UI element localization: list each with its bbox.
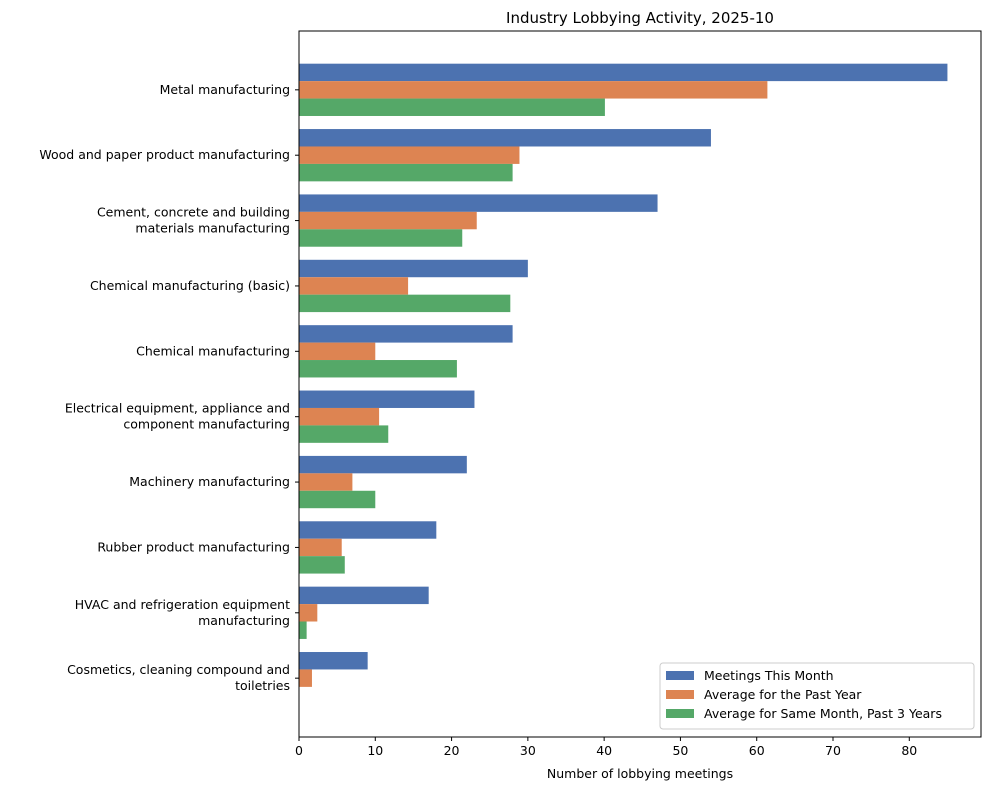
bar bbox=[299, 425, 389, 443]
y-tick-label: Cosmetics, cleaning compound and toiletri… bbox=[67, 662, 290, 693]
bar bbox=[299, 455, 467, 474]
legend-label: Average for Same Month, Past 3 Years bbox=[704, 706, 942, 721]
bar bbox=[299, 390, 475, 408]
legend-swatch bbox=[666, 690, 694, 699]
bar bbox=[299, 586, 429, 605]
bar bbox=[299, 163, 513, 182]
y-tick-label: Electrical equipment, appliance and compo… bbox=[65, 401, 290, 432]
x-tick-label: 10 bbox=[367, 743, 383, 758]
x-tick-label: 60 bbox=[749, 743, 765, 758]
y-tick-label: Wood and paper product manufacturing bbox=[39, 147, 290, 162]
bar bbox=[299, 538, 342, 557]
bar bbox=[299, 621, 307, 639]
y-tick-label: Chemical manufacturing (basic) bbox=[90, 278, 290, 293]
x-tick-label: 70 bbox=[825, 743, 841, 758]
bar bbox=[299, 63, 948, 82]
bars bbox=[299, 63, 948, 687]
y-tick-label: Rubber product manufacturing bbox=[97, 539, 290, 554]
bar bbox=[299, 211, 477, 230]
x-tick-label: 30 bbox=[520, 743, 536, 758]
bar bbox=[299, 490, 376, 509]
x-tick-label: 40 bbox=[596, 743, 612, 758]
x-tick-label: 20 bbox=[444, 743, 460, 758]
bar bbox=[299, 146, 520, 164]
y-axis: Metal manufacturing Wood and paper produc… bbox=[39, 82, 299, 693]
x-tick-label: 50 bbox=[672, 743, 688, 758]
bar bbox=[299, 194, 658, 212]
bar bbox=[299, 129, 711, 147]
bar bbox=[299, 98, 605, 116]
bar bbox=[299, 669, 312, 687]
bar bbox=[299, 259, 528, 278]
legend-label: Meetings This Month bbox=[704, 668, 834, 683]
y-tick-label: Chemical manufacturing bbox=[136, 343, 290, 358]
x-axis: 0 10 20 30 40 50 60 70 80 bbox=[295, 737, 917, 758]
bar bbox=[299, 342, 376, 361]
bar bbox=[299, 81, 768, 99]
bar bbox=[299, 407, 380, 426]
legend-swatch bbox=[666, 671, 694, 680]
legend-swatch bbox=[666, 709, 694, 718]
legend-box bbox=[659, 662, 975, 730]
y-tick-label: Cement, concrete and building materials m… bbox=[97, 205, 290, 236]
bar bbox=[299, 556, 345, 574]
plot-frame bbox=[298, 30, 982, 738]
bar bbox=[299, 521, 437, 539]
bar bbox=[299, 294, 511, 313]
y-tick-label: HVAC and refrigeration equipment manufact… bbox=[75, 597, 290, 628]
bar bbox=[299, 325, 513, 343]
legend: Meetings This Month Average for the Past … bbox=[659, 662, 975, 730]
bar bbox=[299, 277, 409, 295]
bar bbox=[299, 360, 457, 378]
bar bbox=[299, 652, 368, 670]
x-tick-label: 80 bbox=[901, 743, 917, 758]
bar bbox=[299, 473, 353, 491]
y-tick-label: Metal manufacturing bbox=[160, 82, 290, 97]
chart-title: Industry Lobbying Activity, 2025-10 bbox=[506, 9, 774, 27]
x-axis-label: Number of lobbying meetings bbox=[547, 766, 733, 781]
legend-label: Average for the Past Year bbox=[704, 687, 862, 702]
x-tick-label: 0 bbox=[295, 743, 303, 758]
y-tick-label: Machinery manufacturing bbox=[129, 474, 290, 489]
bar bbox=[299, 229, 463, 247]
bar bbox=[299, 604, 318, 622]
